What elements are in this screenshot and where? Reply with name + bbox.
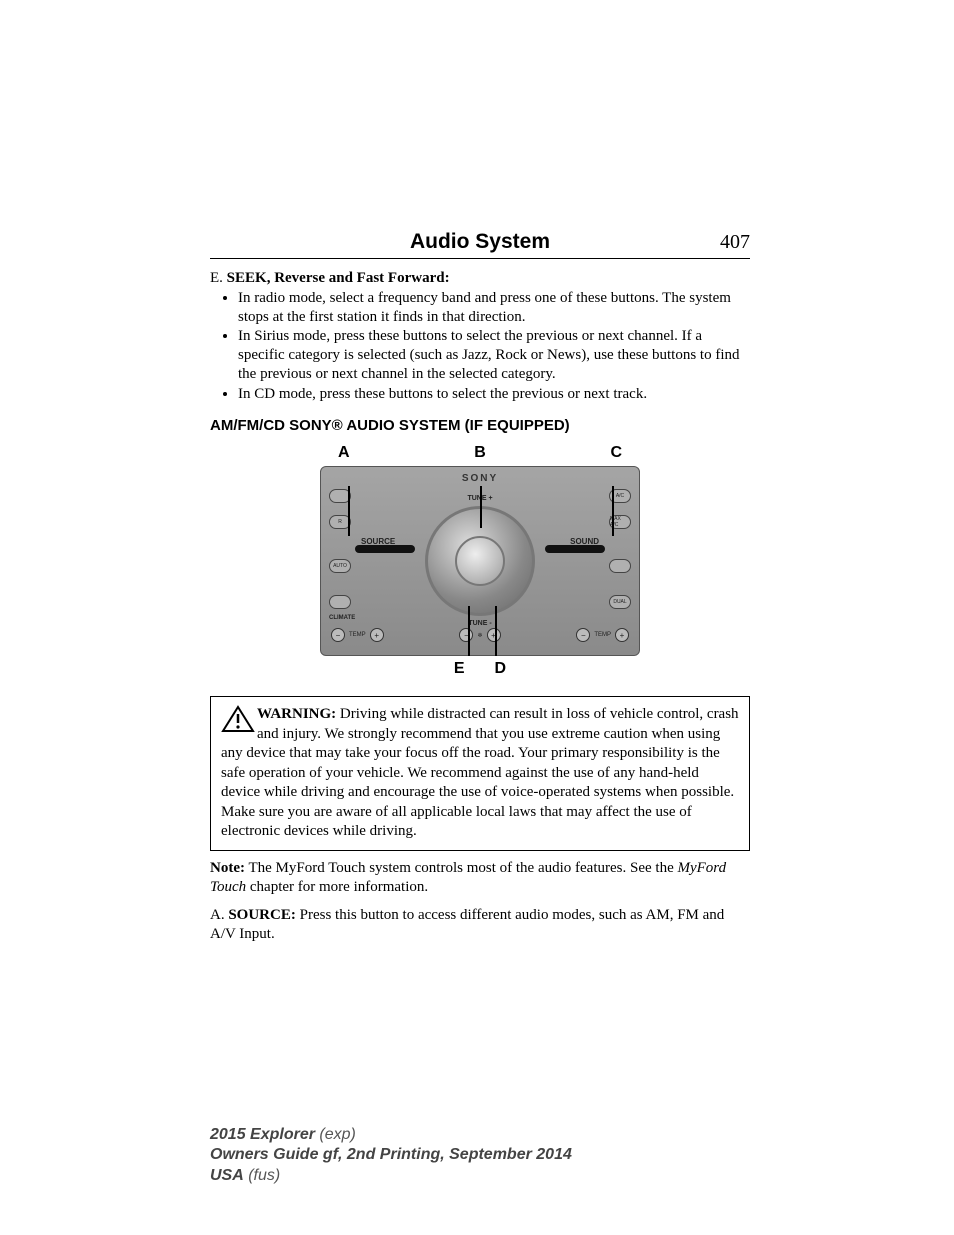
- seek-label: E.: [210, 270, 223, 286]
- leader-a-icon: [348, 486, 350, 536]
- slot-right-icon: [545, 545, 605, 553]
- page-header: Audio System 407: [210, 230, 750, 259]
- footer-model-code: (exp): [315, 1126, 356, 1143]
- leader-b-icon: [480, 486, 482, 528]
- temp-plus-right-icon: +: [615, 628, 629, 642]
- panel-brand: SONY: [321, 473, 639, 484]
- footer-guide: Owners Guide gf, 2nd Printing, September…: [210, 1145, 750, 1166]
- callout-e: E: [454, 660, 465, 678]
- seek-title: SEEK, Reverse and Fast Forward:: [227, 270, 450, 286]
- slot-left-icon: [355, 545, 415, 553]
- footer-region-code: (fus): [244, 1167, 280, 1184]
- btn-recirc-icon: [609, 559, 631, 573]
- page-number: 407: [690, 231, 750, 254]
- seek-bullet-3: In CD mode, press these buttons to selec…: [238, 385, 750, 404]
- item-a-para: A. SOURCE: Press this button to access d…: [210, 906, 750, 945]
- seek-heading: E. SEEK, Reverse and Fast Forward:: [210, 269, 750, 288]
- warning-label: WARNING:: [257, 706, 336, 722]
- footer-region: USA: [210, 1167, 244, 1184]
- note-block: Note: The MyFord Touch system controls m…: [210, 859, 750, 898]
- panel-bottom-row: − TEMP + − ❄ + − TEMP +: [321, 621, 639, 649]
- fan-minus-icon: −: [459, 628, 473, 642]
- temp-right-label: TEMP: [594, 632, 611, 638]
- temp-minus-right-icon: −: [576, 628, 590, 642]
- btn-power-icon: [329, 595, 351, 609]
- seek-bullet-1: In radio mode, select a frequency band a…: [238, 289, 750, 327]
- leader-e-icon: [468, 606, 470, 656]
- figure-wrap: A B C SONY TUNE + TUNE - SOURCE SOUND R …: [210, 444, 750, 678]
- callouts-bottom: E D: [320, 656, 640, 678]
- section-heading: AM/FM/CD SONY® AUDIO SYSTEM (IF EQUIPPED…: [210, 417, 750, 434]
- figure: A B C SONY TUNE + TUNE - SOURCE SOUND R …: [320, 444, 640, 678]
- header-title: Audio System: [210, 230, 690, 254]
- temp-minus-left-icon: −: [331, 628, 345, 642]
- warning-box: WARNING: Driving while distracted can re…: [210, 696, 750, 851]
- warning-text: Driving while distracted can result in l…: [221, 706, 739, 839]
- fan-icon: ❄: [477, 632, 482, 639]
- fan-plus-icon: +: [487, 628, 501, 642]
- btn-auto-icon: AUTO: [329, 559, 351, 573]
- btn-dual-icon: DUAL: [609, 595, 631, 609]
- note-before: The MyFord Touch system controls most of…: [245, 860, 678, 876]
- leader-c-icon: [612, 486, 614, 536]
- footer-model: 2015 Explorer: [210, 1126, 315, 1143]
- note-after: chapter for more information.: [246, 879, 428, 895]
- callout-c: C: [610, 444, 622, 462]
- callout-b: B: [474, 444, 486, 462]
- callout-a: A: [338, 444, 350, 462]
- item-a-label: A.: [210, 907, 228, 923]
- callouts-top: A B C: [320, 444, 640, 466]
- page-footer: 2015 Explorer (exp) Owners Guide gf, 2nd…: [210, 1125, 750, 1187]
- seek-bullet-2: In Sirius mode, press these buttons to s…: [238, 327, 750, 383]
- temp-left-label: TEMP: [349, 632, 366, 638]
- temp-plus-left-icon: +: [370, 628, 384, 642]
- note-label: Note:: [210, 860, 245, 876]
- leader-d-icon: [495, 606, 497, 656]
- seek-bullets: In radio mode, select a frequency band a…: [210, 289, 750, 404]
- callout-d: D: [495, 660, 507, 678]
- warning-triangle-icon: [221, 705, 255, 733]
- item-a-title: SOURCE:: [228, 907, 296, 923]
